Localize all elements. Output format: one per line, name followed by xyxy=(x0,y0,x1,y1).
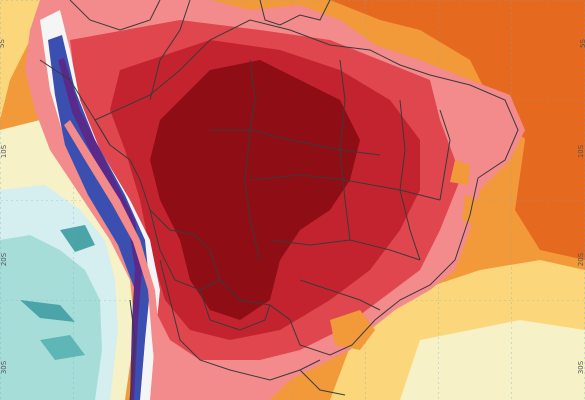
argentina-border xyxy=(159,259,321,381)
state-border-3 xyxy=(339,59,351,241)
lat-label-right-5s: 5S xyxy=(579,39,585,48)
state-border-2 xyxy=(244,59,261,261)
state-border-4 xyxy=(249,174,441,201)
lat-label-right-10s: 10S xyxy=(576,144,585,159)
land-orange-patch-coast xyxy=(462,195,478,225)
state-border-6 xyxy=(399,99,421,261)
peru-border xyxy=(39,59,111,146)
state-border-10 xyxy=(259,0,331,26)
land-maroon-core xyxy=(150,60,360,320)
land-orange-patch-south xyxy=(330,310,375,350)
colombia-border xyxy=(69,0,161,31)
lat-label-right-20s: 20S xyxy=(576,252,585,267)
paraguay-border xyxy=(199,289,271,331)
andes-purple-core xyxy=(58,58,142,400)
land-pink-northeast xyxy=(430,80,520,175)
chile-border xyxy=(129,299,136,400)
uruguay-border xyxy=(299,369,346,396)
bolivia-border xyxy=(149,209,221,291)
state-border-9 xyxy=(149,0,191,101)
lat-label-left-20s: 20S xyxy=(0,252,9,267)
land-orange-patch-east xyxy=(450,160,470,185)
lat-label-left-5s: 5S xyxy=(0,39,6,48)
lat-label-left-10s: 10S xyxy=(0,144,9,159)
state-border-7 xyxy=(439,109,451,201)
lat-label-right-30s: 30S xyxy=(576,360,585,375)
borders-layer xyxy=(39,0,519,400)
state-border-8 xyxy=(299,279,381,311)
state-border-5 xyxy=(269,239,421,261)
lat-label-left-30s: 30S xyxy=(0,360,9,375)
brazil-border xyxy=(94,19,519,356)
andes-pink-foothill xyxy=(64,120,165,400)
state-border-1 xyxy=(210,129,381,156)
